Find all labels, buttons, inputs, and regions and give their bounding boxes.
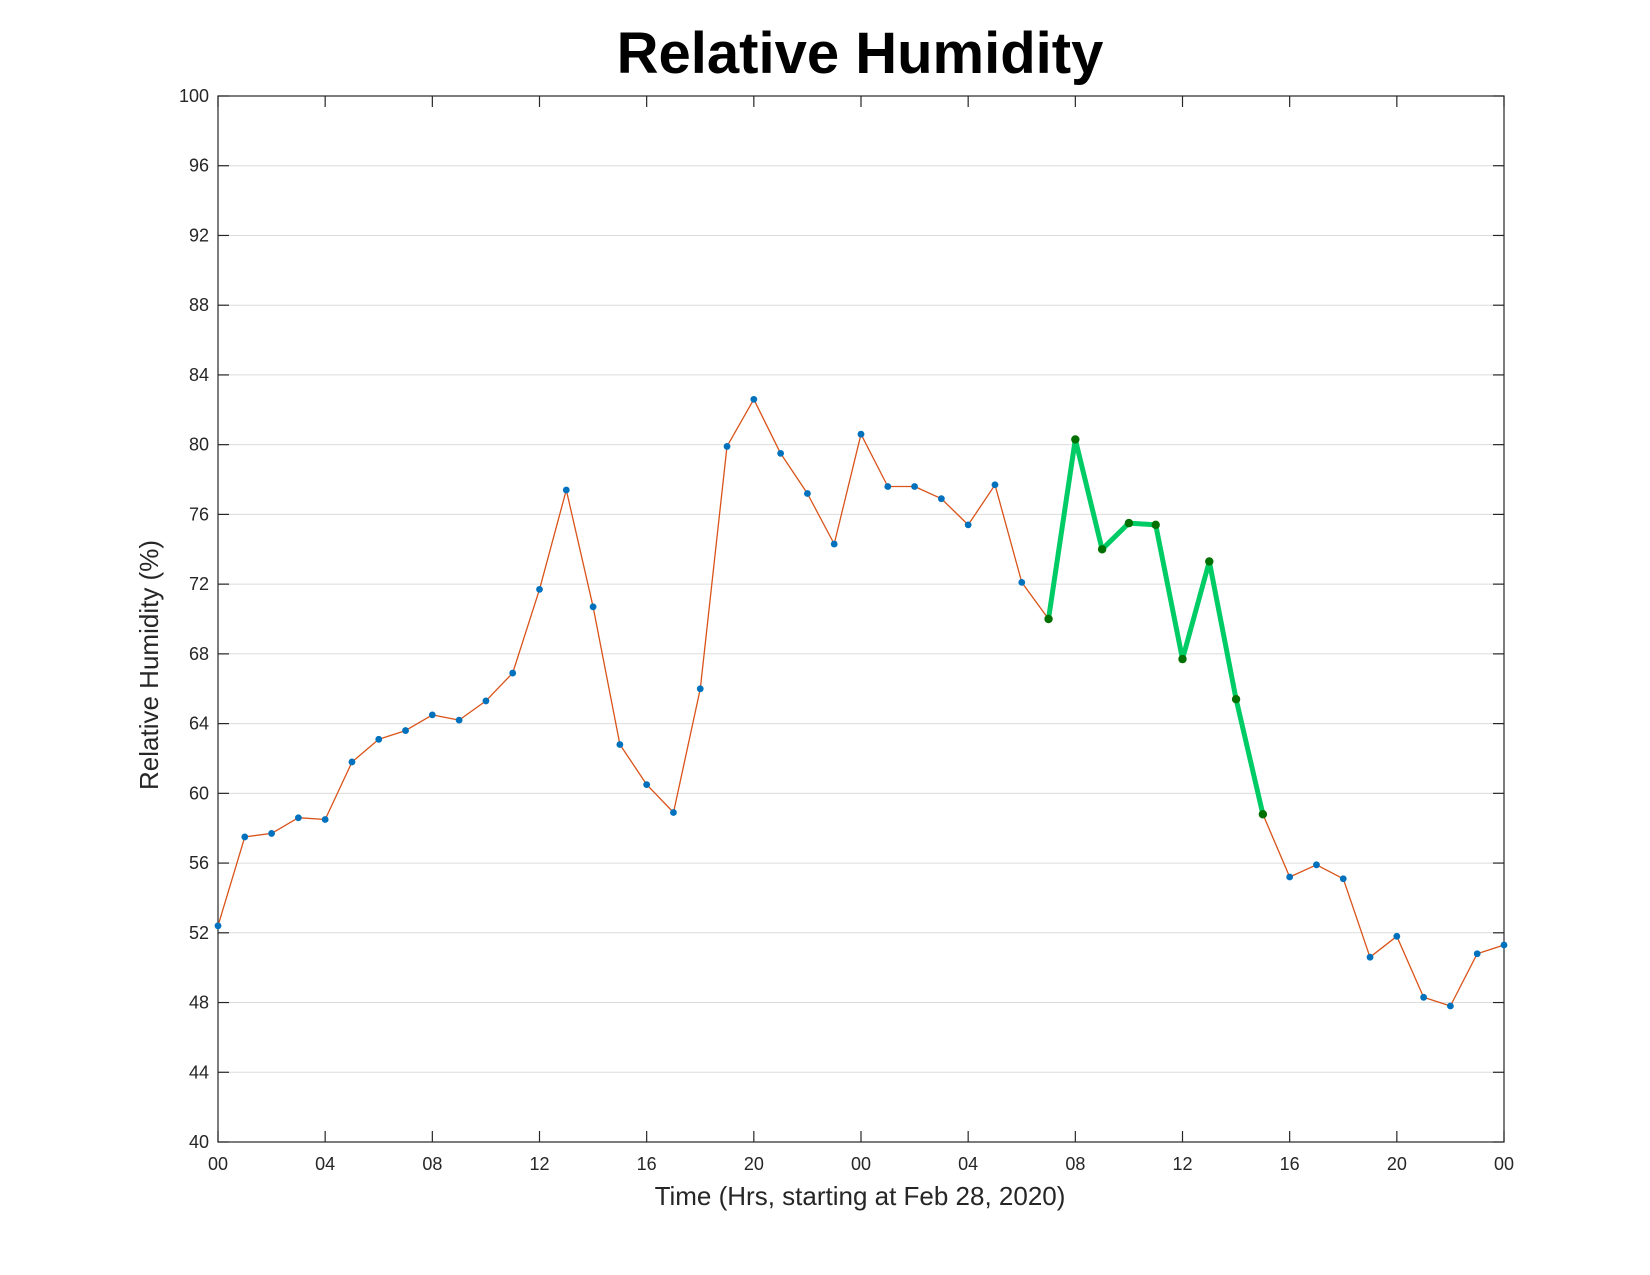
y-tick-label: 44 xyxy=(189,1062,209,1082)
data-point xyxy=(241,833,249,841)
y-tick-label: 84 xyxy=(189,365,209,385)
x-tick-label: 08 xyxy=(1065,1154,1085,1174)
x-tick-label: 20 xyxy=(1387,1154,1407,1174)
data-point xyxy=(562,486,570,494)
x-tick-label: 08 xyxy=(422,1154,442,1174)
highlight-data-point xyxy=(1258,810,1268,819)
x-tick-label: 16 xyxy=(637,1154,657,1174)
data-point xyxy=(911,483,918,490)
y-tick-label: 60 xyxy=(189,783,209,803)
x-tick-label: 04 xyxy=(958,1154,978,1174)
axis-ticks: 40 44 48 52 56 60 64 68 72 76 80 84 88 92 96 100 00 04 08 1… xyxy=(179,86,1514,1174)
data-series xyxy=(214,395,1508,1010)
data-point xyxy=(1420,993,1428,1001)
data-point xyxy=(723,443,731,450)
y-tick-label: 40 xyxy=(189,1132,209,1152)
y-tick-label: 56 xyxy=(189,853,209,873)
x-tick-label: 16 xyxy=(1280,1154,1300,1174)
data-point xyxy=(375,735,383,743)
x-axis-label: Time (Hrs, starting at Feb 28, 2020) xyxy=(655,1181,1066,1211)
data-point xyxy=(402,727,409,734)
y-tick-label: 48 xyxy=(189,993,209,1013)
data-point xyxy=(1473,950,1481,958)
chart-title: Relative Humidity xyxy=(617,21,1104,86)
data-point xyxy=(857,430,865,438)
y-tick-label: 64 xyxy=(189,714,209,734)
highlight-data-point xyxy=(1097,545,1107,554)
y-tick-label: 88 xyxy=(189,295,209,315)
y-tick-label: 52 xyxy=(189,923,209,943)
data-point xyxy=(214,922,222,930)
data-point xyxy=(884,483,892,490)
data-point xyxy=(1286,873,1294,881)
highlight-data-point xyxy=(1205,557,1214,566)
humidity-series-line xyxy=(217,398,1505,1007)
data-point xyxy=(937,495,945,503)
data-point xyxy=(777,449,785,457)
data-point xyxy=(1393,932,1401,940)
y-tick-label: 100 xyxy=(179,86,209,106)
x-tick-label: 12 xyxy=(1172,1154,1192,1174)
data-point xyxy=(428,711,436,719)
data-point xyxy=(830,540,838,548)
highlight-data-point xyxy=(1071,435,1080,444)
y-tick-label: 72 xyxy=(189,574,209,594)
data-point xyxy=(268,830,275,837)
data-point xyxy=(589,603,597,611)
x-tick-label: 00 xyxy=(1494,1154,1514,1174)
data-point xyxy=(643,781,651,789)
x-tick-label: 04 xyxy=(315,1154,335,1174)
highlight-data-point xyxy=(1124,518,1134,528)
y-tick-label: 68 xyxy=(189,644,209,664)
data-point xyxy=(1447,1002,1454,1010)
x-tick-label: 00 xyxy=(851,1154,871,1174)
data-point xyxy=(964,521,972,529)
x-tick-label: 20 xyxy=(744,1154,764,1174)
highlight-data-point xyxy=(1044,614,1053,624)
x-tick-label: 12 xyxy=(529,1154,549,1174)
data-point xyxy=(294,814,302,822)
plot-frame xyxy=(217,95,1505,1143)
data-point xyxy=(1366,953,1374,961)
data-point xyxy=(696,685,704,693)
y-tick-label: 76 xyxy=(189,504,209,524)
data-point xyxy=(455,716,463,724)
y-tick-label: 80 xyxy=(189,435,209,455)
data-point xyxy=(1018,578,1026,586)
data-point xyxy=(509,669,517,677)
y-tick-label: 96 xyxy=(189,156,209,176)
data-point xyxy=(750,395,758,403)
highlight-series-line xyxy=(1046,436,1266,817)
data-point xyxy=(670,809,677,816)
data-point xyxy=(991,481,999,489)
grid-lines xyxy=(218,95,1504,1073)
data-point xyxy=(1500,941,1508,949)
data-point xyxy=(1313,861,1320,869)
data-point xyxy=(616,741,624,748)
highlight-data-point xyxy=(1151,520,1160,530)
data-point xyxy=(1339,875,1347,883)
highlight-data-point xyxy=(1231,694,1241,704)
x-tick-label: 00 xyxy=(208,1154,228,1174)
data-point xyxy=(536,585,543,593)
data-point xyxy=(482,697,490,705)
y-tick-label: 92 xyxy=(189,225,209,245)
data-point xyxy=(348,758,356,766)
y-axis-label: Relative Humidity (%) xyxy=(134,540,164,790)
highlight-data-point xyxy=(1178,654,1187,664)
data-point xyxy=(804,490,811,497)
data-point xyxy=(321,816,329,823)
